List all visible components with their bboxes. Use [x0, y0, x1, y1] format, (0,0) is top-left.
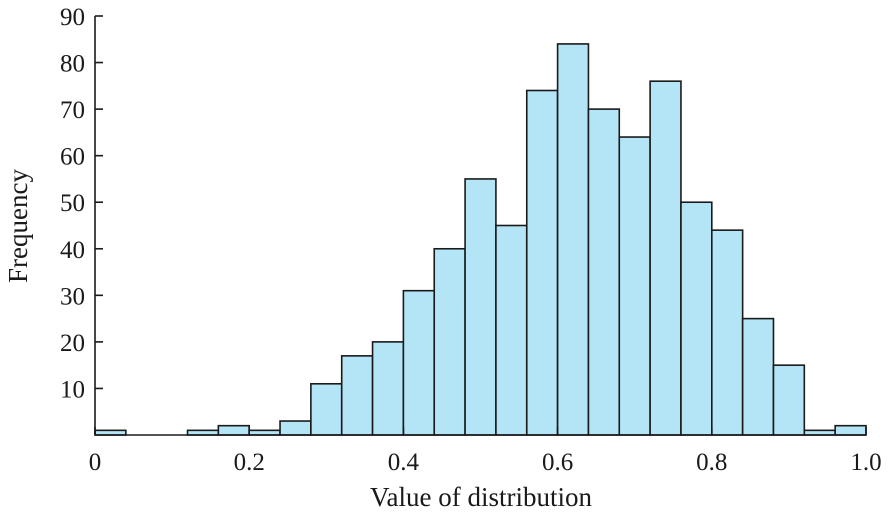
- histogram-bar-12: [464, 178, 497, 436]
- histogram-bar-21: [741, 317, 775, 436]
- x-axis-title: Value of distribution: [370, 482, 592, 512]
- histogram-bar-11: [433, 247, 466, 436]
- y-tick-label: 30: [60, 283, 85, 310]
- x-ticks-group: 0 0.2 0.4 0.6 0.8 1.0: [89, 427, 882, 476]
- histogram-bar-9: [371, 341, 405, 436]
- y-tick-label: 70: [60, 97, 85, 124]
- x-tick-label: 0.8: [696, 449, 727, 476]
- y-tick-label: 40: [60, 237, 85, 264]
- x-tick-label: 0.4: [388, 449, 420, 476]
- axes-group: [94, 16, 866, 436]
- y-ticks-group: 10 20 30 40 50 60 70 80 90: [60, 4, 103, 403]
- histogram-bar-19: [680, 201, 713, 436]
- x-tick-label: 0.6: [542, 449, 573, 476]
- histogram-bar-24: [834, 424, 867, 436]
- x-tick-label: 0.2: [234, 449, 265, 476]
- histogram-bar-17: [618, 136, 651, 436]
- histogram-bar-14: [525, 89, 559, 436]
- y-tick-label: 60: [60, 144, 85, 171]
- histogram-bar-18: [649, 80, 682, 436]
- y-axis-title: Frequency: [3, 169, 33, 283]
- histogram-bar-15: [556, 43, 590, 436]
- histogram-bar-4: [217, 424, 251, 436]
- histogram-bar-6: [279, 420, 312, 436]
- x-tick-label: 1.0: [850, 449, 881, 476]
- histogram-bar-22: [772, 364, 806, 436]
- y-tick-label: 20: [60, 330, 85, 357]
- y-tick-label: 80: [60, 51, 85, 78]
- histogram-bar-20: [710, 229, 744, 436]
- histogram-bar-16: [587, 108, 621, 436]
- y-tick-label: 50: [60, 190, 85, 217]
- histogram-bar-10: [402, 289, 436, 436]
- histogram-bar-13: [495, 224, 528, 436]
- y-tick-label: 10: [60, 376, 85, 403]
- y-tick-label: 90: [60, 4, 85, 31]
- x-tick-label: 0: [89, 449, 102, 476]
- bars-group: [94, 43, 867, 436]
- histogram-bar-7: [310, 382, 343, 436]
- histogram-bar-8: [340, 355, 374, 436]
